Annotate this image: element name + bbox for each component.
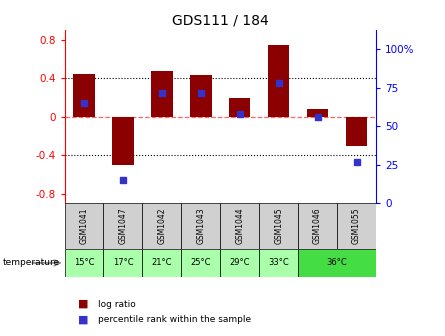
Text: GSM1055: GSM1055 <box>352 208 361 244</box>
Bar <box>229 97 251 117</box>
Bar <box>337 203 376 249</box>
Bar <box>182 249 220 277</box>
Text: 33°C: 33°C <box>268 258 289 267</box>
Text: GSM1043: GSM1043 <box>196 208 205 244</box>
Bar <box>298 203 337 249</box>
Bar <box>307 109 328 117</box>
Title: GDS111 / 184: GDS111 / 184 <box>172 14 269 28</box>
Text: percentile rank within the sample: percentile rank within the sample <box>98 316 251 324</box>
Bar <box>268 45 289 117</box>
Text: 15°C: 15°C <box>74 258 94 267</box>
Bar <box>182 203 220 249</box>
Text: log ratio: log ratio <box>98 300 136 308</box>
Text: ■: ■ <box>78 299 89 309</box>
Bar <box>190 75 211 117</box>
Text: GSM1041: GSM1041 <box>80 208 89 244</box>
Text: GSM1046: GSM1046 <box>313 208 322 244</box>
Text: GSM1045: GSM1045 <box>274 208 283 244</box>
Text: 25°C: 25°C <box>190 258 211 267</box>
Bar <box>65 203 103 249</box>
Bar <box>103 249 142 277</box>
Bar <box>259 203 298 249</box>
Bar <box>151 71 173 117</box>
Text: GSM1042: GSM1042 <box>158 208 166 244</box>
Text: 29°C: 29°C <box>230 258 250 267</box>
Bar <box>65 249 103 277</box>
Text: 17°C: 17°C <box>113 258 133 267</box>
Bar <box>103 203 142 249</box>
Text: temperature: temperature <box>2 258 59 267</box>
Text: ■: ■ <box>78 315 89 325</box>
Bar <box>112 117 134 165</box>
Bar <box>220 249 259 277</box>
Text: 21°C: 21°C <box>152 258 172 267</box>
Bar <box>220 203 259 249</box>
Bar <box>142 203 182 249</box>
Bar <box>259 249 298 277</box>
Text: GSM1044: GSM1044 <box>235 208 244 244</box>
Bar <box>346 117 367 145</box>
Bar <box>73 75 95 117</box>
Bar <box>298 249 376 277</box>
Text: 36°C: 36°C <box>327 258 348 267</box>
Bar <box>142 249 182 277</box>
Text: GSM1047: GSM1047 <box>118 208 127 244</box>
